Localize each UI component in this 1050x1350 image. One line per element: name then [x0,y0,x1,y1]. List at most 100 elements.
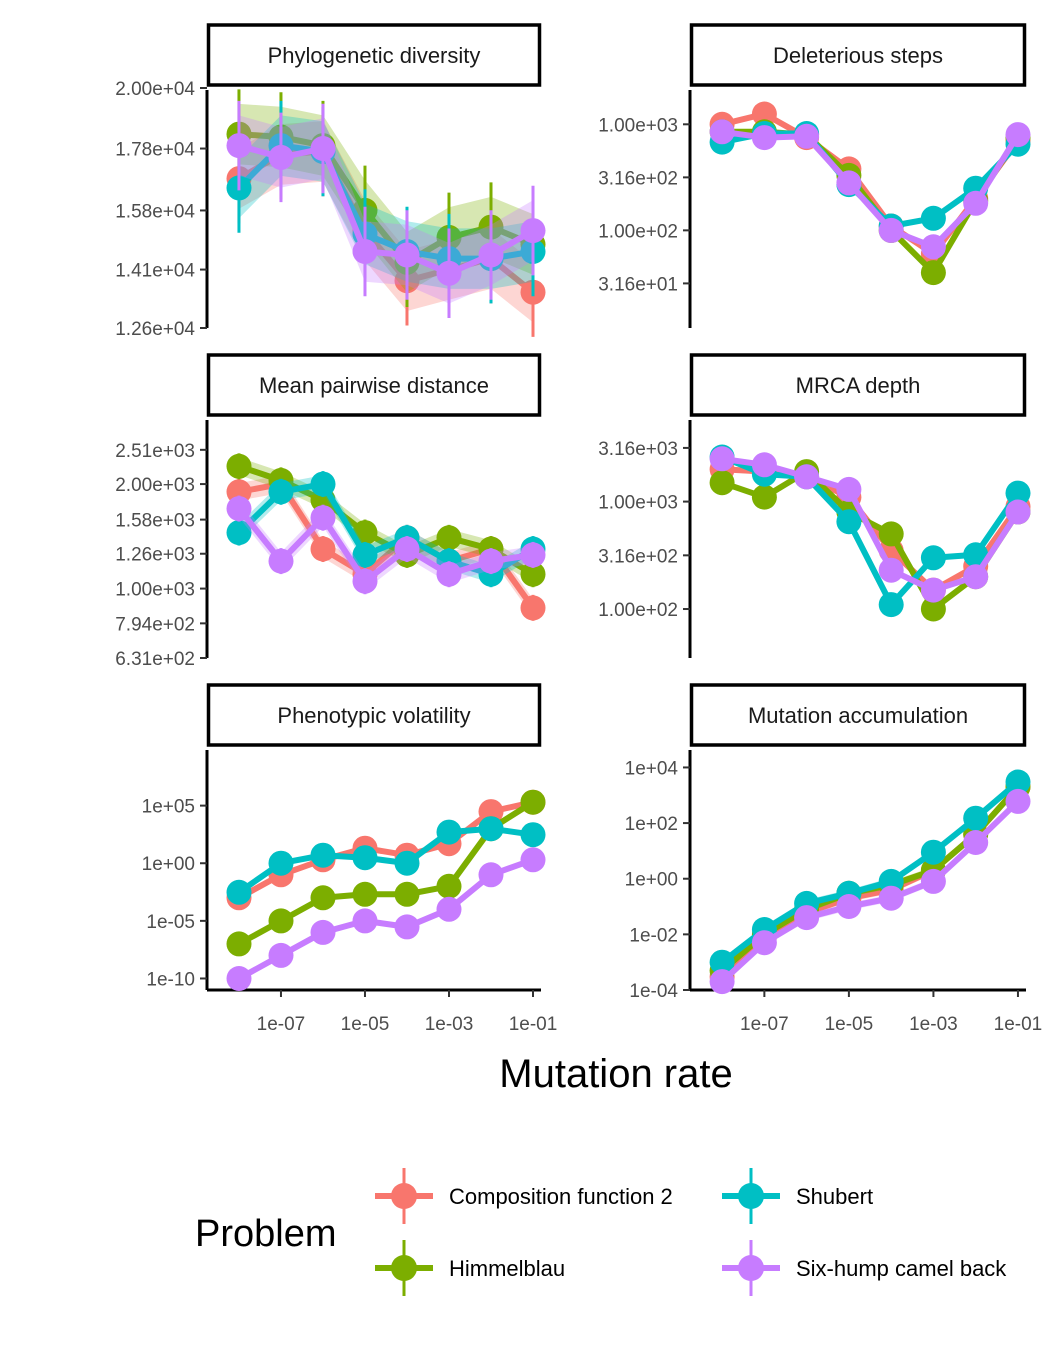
data-point-six-hump-camel-back [920,577,946,603]
data-point-six-hump-camel-back [436,561,462,587]
y-tick-label: 1e+02 [625,814,678,835]
data-point-shubert [352,845,378,871]
series-group [709,769,1031,995]
y-tick-label: 6.31e+02 [115,649,195,670]
data-point-six-hump-camel-back [794,464,820,490]
series-group [226,453,546,621]
x-tick-label: 1e-03 [425,1014,474,1035]
data-point-six-hump-camel-back [1005,788,1031,814]
data-point-himmelblau [709,470,735,496]
data-point-shubert [268,850,294,876]
data-point-himmelblau [394,881,420,907]
y-tick-label: 1.00e+02 [598,600,678,621]
data-point-six-hump-camel-back [836,894,862,919]
y-tick-label: 3.16e+03 [598,439,678,460]
legend-key-point [391,1183,417,1209]
data-point-shubert [436,819,462,845]
data-point-six-hump-camel-back [436,896,462,922]
legend-key-point [391,1255,417,1281]
panel-strip [689,353,1027,417]
data-point-shubert [878,592,904,618]
data-point-shubert [920,205,946,231]
data-point-six-hump-camel-back [394,536,420,562]
series-group [226,89,546,337]
data-point-six-hump-camel-back [836,170,862,196]
y-tick-label: 2.00e+03 [115,475,195,496]
y-tick-label: 1.00e+03 [598,115,678,136]
y-tick-label: 3.16e+02 [598,168,678,189]
panel-title: MRCA depth [796,373,921,398]
data-point-shubert [310,471,336,497]
data-point-himmelblau [920,260,946,286]
data-point-himmelblau [268,908,294,934]
data-point-shubert [1005,480,1031,506]
y-tick-label: 1.58e+04 [115,201,195,222]
x-axis-title: Mutation rate [499,1052,732,1096]
data-point-six-hump-camel-back [878,217,904,243]
legend-label: Shubert [796,1184,873,1209]
x-tick-label: 1e-01 [509,1014,558,1035]
data-point-six-hump-camel-back [520,542,546,568]
data-point-six-hump-camel-back [709,119,735,145]
data-point-composition-function-2 [310,536,336,562]
data-point-shubert [352,542,378,568]
data-point-himmelblau [751,484,777,510]
data-point-six-hump-camel-back [794,123,820,149]
data-point-six-hump-camel-back [310,505,336,531]
data-point-himmelblau [920,596,946,622]
x-tick-label: 1e-07 [257,1014,306,1035]
panel-phenotypic-volatility: Phenotypic volatility 1e-07 1e-05 1e-03 1e-0… [142,683,558,1035]
y-tick-label: 1.26e+03 [115,545,195,566]
data-point-shubert [709,949,735,975]
data-point-himmelblau [520,561,546,587]
panel-title: Phenotypic volatility [277,703,470,728]
data-point-six-hump-camel-back [310,919,336,945]
legend-key-point [738,1183,764,1209]
y-tick-label: 1e+00 [142,854,195,875]
data-point-himmelblau [352,881,378,907]
y-tick-label: 1.58e+03 [115,511,195,532]
panel-phylogenetic-diversity: Phylogenetic diversity 1.26e+04 1.41e+04 1.… [115,23,546,340]
data-point-six-hump-camel-back [394,914,420,940]
y-tick-label: 3.16e+02 [598,546,678,567]
data-point-six-hump-camel-back [478,548,504,574]
data-point-six-hump-camel-back [352,239,378,264]
panel-title: Deleterious steps [773,43,943,68]
data-point-six-hump-camel-back [963,564,989,590]
y-tick-label: 1.00e+02 [598,221,678,242]
y-tick-label: 1e-05 [146,912,195,933]
panel-mean-pairwise-distance: Mean pairwise distance 6.31e+02 7.94e+02 1.… [115,353,546,670]
data-point-six-hump-camel-back [478,862,504,888]
panel-strip [206,683,542,747]
data-point-six-hump-camel-back [268,942,294,968]
y-tick-label: 1.78e+04 [115,140,195,161]
series-group [709,444,1031,622]
legend-label: Composition function 2 [449,1184,673,1209]
data-point-six-hump-camel-back [394,242,420,268]
panel-title: Mean pairwise distance [259,373,489,398]
data-point-six-hump-camel-back [794,905,820,931]
data-point-six-hump-camel-back [920,868,946,894]
legend-title: Problem [195,1213,337,1255]
panel-deleterious-steps: Deleterious steps 3.16e+01 1.00e+02 3.16e+0… [598,23,1031,328]
data-point-six-hump-camel-back [963,190,989,216]
data-point-six-hump-camel-back [878,557,904,583]
legend-label: Himmelblau [449,1256,565,1281]
data-point-six-hump-camel-back [226,496,252,522]
data-point-shubert [836,509,862,535]
data-point-six-hump-camel-back [226,966,252,991]
data-point-six-hump-camel-back [963,830,989,855]
data-point-six-hump-camel-back [920,234,946,260]
y-tick-label: 1e+00 [625,870,678,891]
data-point-six-hump-camel-back [836,476,862,502]
x-tick-label: 1e-05 [341,1014,390,1035]
panel-strip [689,23,1027,87]
y-tick-label: 1e-10 [146,969,195,990]
panel-strip [206,23,542,87]
data-point-himmelblau [226,453,252,479]
y-tick-label: 1.41e+04 [115,261,195,282]
data-point-six-hump-camel-back [520,218,546,244]
series-group [226,789,546,991]
panel-strip [689,683,1027,747]
data-point-shubert [478,816,504,842]
